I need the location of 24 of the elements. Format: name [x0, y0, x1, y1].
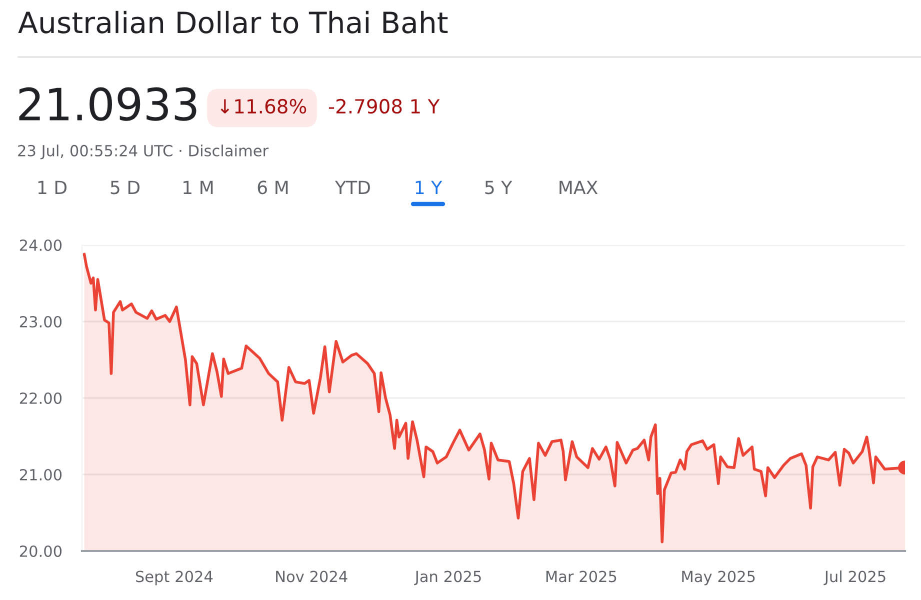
text: YTD: [334, 180, 370, 194]
text: 21.0933: [19, 87, 196, 121]
text: 1 Y: [416, 180, 442, 194]
text: 5 Y: [485, 180, 512, 194]
text: 23 Jul, 00:55:24 UTC · Disclaimer: [18, 144, 269, 160]
y-tick-label: 20.00: [20, 545, 62, 558]
y-tick-label: 24.00: [20, 239, 62, 252]
chart-title: Australian Dollar to Thai Baht: [18, 10, 448, 34]
x-tick-label: Jan 2025: [414, 570, 481, 586]
x-tick-label: May 2025: [682, 570, 755, 586]
x-tick-label: Sept 2024: [136, 570, 213, 586]
text: -2.7908 1 Y: [328, 98, 440, 114]
text: 1 D: [38, 180, 66, 194]
text: MAX: [560, 180, 598, 194]
text: 5 D: [110, 180, 140, 194]
y-tick-label: 22.00: [20, 392, 62, 404]
y-tick-label: 21.00: [20, 468, 62, 481]
text: 6 M: [258, 180, 288, 194]
text: ↓11.68%: [220, 98, 306, 114]
y-tick-label: 23.00: [20, 316, 62, 328]
x-tick-label: Nov 2024: [276, 570, 348, 582]
text: 1 M: [184, 180, 213, 194]
x-tick-label: Jul 2025: [824, 570, 886, 586]
x-tick-label: Mar 2025: [546, 570, 616, 582]
